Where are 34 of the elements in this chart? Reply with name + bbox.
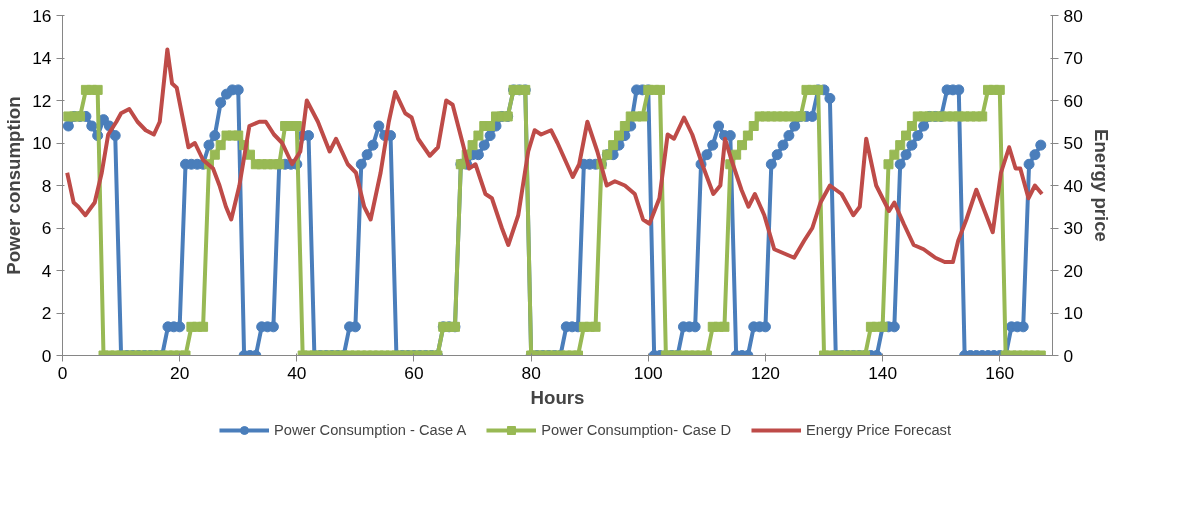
legend-label: Power Consumption- Case D xyxy=(541,422,732,438)
y2-tick-label: 30 xyxy=(1063,218,1083,238)
y-tick-label: 10 xyxy=(32,133,52,153)
y-tick-label: 16 xyxy=(32,5,52,26)
x-tick-label: 160 xyxy=(985,362,1015,383)
y2-tick-label: 20 xyxy=(1063,260,1083,281)
x-tick-label: 80 xyxy=(521,362,541,383)
y-tick-label: 4 xyxy=(41,260,52,281)
y2-tick-label: 0 xyxy=(1063,345,1074,366)
legend-label: Power Consumption - Case A xyxy=(273,422,467,438)
y2-tick-label: 60 xyxy=(1063,90,1083,111)
y-tick-label: 12 xyxy=(32,90,52,111)
y-tick-label: 2 xyxy=(41,303,52,323)
y2-tick-label: 80 xyxy=(1063,5,1083,26)
x-tick-label: 100 xyxy=(633,362,663,383)
y2-tick-label: 10 xyxy=(1063,303,1083,323)
y2-tick-label: 40 xyxy=(1063,175,1083,196)
y-tick-label: 6 xyxy=(41,218,52,238)
y-tick-label: 8 xyxy=(41,175,52,196)
x-tick-label: 40 xyxy=(287,362,307,383)
y2-tick-label: 50 xyxy=(1063,133,1083,153)
y-tick-label: 14 xyxy=(32,48,52,68)
x-tick-label: 60 xyxy=(404,362,424,383)
y-axis-title: Power consumption xyxy=(3,96,25,275)
legend-label: Energy Price Forecast xyxy=(806,422,952,438)
x-tick-label: 0 xyxy=(57,362,68,383)
y2-tick-label: 70 xyxy=(1063,48,1083,68)
y2-axis-title: Energy price xyxy=(1090,128,1112,243)
y-tick-label: 0 xyxy=(41,345,52,366)
x-tick-label: 20 xyxy=(170,362,190,383)
x-axis-title: Hours xyxy=(530,386,585,408)
line-series xyxy=(65,47,1044,264)
x-tick-label: 120 xyxy=(751,362,780,383)
x-tick-label: 140 xyxy=(868,362,898,383)
